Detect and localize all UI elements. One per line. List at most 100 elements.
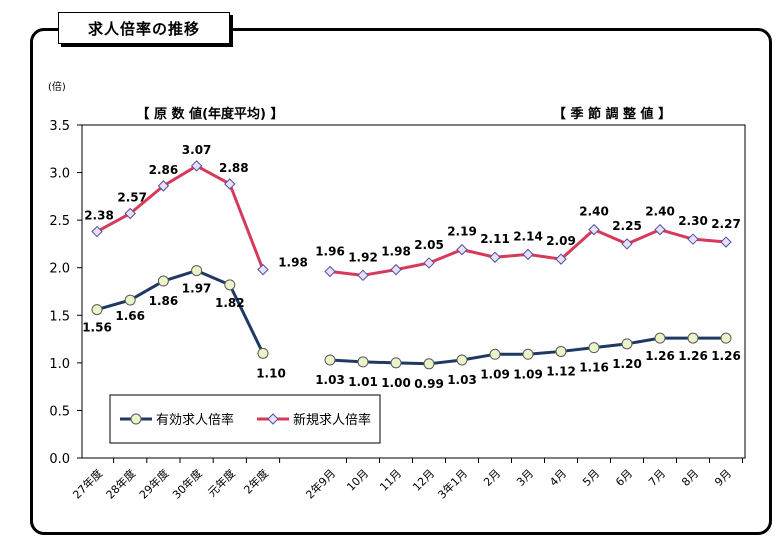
x-tick-label: 10月 (344, 467, 371, 494)
legend-marker (267, 413, 279, 425)
x-tick-label: 7月 (646, 467, 668, 489)
data-point-shinki (588, 223, 600, 236)
data-label-shinki: 2.30 (678, 214, 708, 228)
legend-marker (130, 413, 142, 425)
data-label-yuko: 1.03 (315, 373, 345, 387)
y-tick-label: 3.0 (49, 167, 70, 182)
data-label-yuko: 1.97 (182, 282, 212, 296)
x-tick-label: 2年度 (241, 466, 271, 496)
data-label-yuko: 1.09 (480, 367, 510, 381)
y-tick-label: 0.0 (49, 452, 70, 467)
data-label-yuko: 1.09 (513, 367, 543, 381)
legend-box (109, 394, 381, 444)
x-tick-label: 2月 (481, 467, 503, 489)
data-point-shinki (91, 225, 103, 238)
data-label-yuko: 1.12 (546, 364, 576, 378)
data-label-yuko: 1.01 (348, 375, 378, 389)
data-label-shinki: 2.57 (117, 190, 147, 204)
y-tick-label: 2.5 (49, 214, 70, 229)
data-label-yuko: 1.26 (678, 349, 708, 363)
x-tick-label: 3月 (514, 467, 536, 489)
x-tick-label: 9月 (712, 467, 734, 489)
data-label-yuko: 1.26 (711, 349, 741, 363)
data-label-shinki: 1.98 (381, 245, 411, 259)
data-point-shinki (390, 263, 402, 276)
data-point-shinki (357, 269, 369, 282)
data-point-shinki (522, 248, 534, 261)
data-label-shinki: 2.27 (711, 217, 741, 231)
data-point-shinki (257, 263, 269, 276)
x-tick-label: 27年度 (70, 466, 105, 501)
data-label-shinki: 2.88 (219, 161, 249, 175)
y-tick-label: 3.5 (49, 119, 70, 134)
series-line-shinki-annual (96, 164, 265, 271)
y-unit-label: (倍) (48, 80, 66, 93)
segment-heading-annual: 【 原 数 値(年度平均) 】 (137, 106, 284, 122)
data-point-yuko (324, 354, 336, 366)
data-point-yuko (588, 342, 600, 354)
series-line-yuko-annual (96, 269, 265, 354)
data-point-yuko (257, 347, 269, 359)
data-point-yuko (522, 348, 534, 360)
data-label-yuko: 1.26 (645, 349, 675, 363)
data-point-shinki (720, 236, 732, 248)
data-point-yuko (720, 332, 732, 344)
data-point-yuko (191, 265, 203, 277)
data-label-yuko: 1.66 (115, 309, 145, 323)
x-tick-label: 4月 (547, 467, 569, 489)
data-label-yuko: 1.20 (612, 357, 642, 371)
data-point-yuko (357, 356, 369, 368)
data-label-shinki: 2.05 (414, 238, 444, 252)
data-label-shinki: 1.98 (278, 256, 308, 270)
data-point-shinki (687, 233, 699, 245)
data-point-shinki (654, 223, 666, 236)
data-label-yuko: 0.99 (414, 377, 444, 391)
x-tick-label: 6月 (613, 467, 635, 489)
data-point-yuko (654, 332, 666, 344)
y-tick-label: 1.5 (49, 309, 70, 324)
data-label-yuko: 1.86 (149, 294, 179, 308)
data-label-yuko: 1.03 (447, 373, 477, 387)
data-point-yuko (124, 294, 136, 306)
x-tick-label: 3年1月 (435, 466, 470, 501)
data-label-shinki: 2.86 (149, 163, 179, 177)
data-point-shinki (190, 160, 203, 172)
plot-area (81, 124, 746, 459)
data-point-yuko (456, 354, 468, 366)
data-point-yuko (621, 338, 633, 350)
data-label-shinki: 2.09 (546, 234, 576, 248)
y-tick-label: 0.5 (49, 404, 70, 419)
y-tick-label: 2.0 (49, 262, 70, 277)
data-point-shinki (621, 238, 633, 250)
data-point-shinki (124, 207, 136, 220)
data-label-shinki: 2.38 (84, 209, 114, 223)
data-label-shinki: 2.11 (480, 232, 510, 246)
data-point-shinki (423, 257, 435, 269)
data-point-shinki (157, 180, 170, 192)
data-point-yuko (489, 348, 501, 360)
data-label-shinki: 2.19 (447, 225, 477, 239)
x-tick-label: 8月 (679, 467, 701, 489)
x-tick-label: 5月 (580, 467, 602, 489)
data-point-yuko (157, 275, 169, 287)
x-tick-label: 28年度 (103, 466, 138, 501)
x-tick-label: 11月 (377, 467, 404, 494)
data-point-yuko (91, 304, 103, 316)
x-tick-label: 30年度 (169, 466, 204, 501)
data-label-yuko: 1.00 (381, 376, 411, 390)
x-tick-label: 29年度 (136, 466, 171, 501)
data-point-yuko (555, 345, 567, 357)
page-title: 求人倍率の推移 (58, 12, 230, 44)
chart-frame (30, 28, 772, 535)
data-point-shinki (456, 243, 468, 256)
data-label-yuko: 1.82 (215, 296, 245, 310)
data-point-shinki (555, 253, 567, 265)
data-label-shinki: 1.92 (348, 250, 378, 264)
data-label-shinki: 2.14 (513, 229, 543, 243)
x-tick-label: 2年9月 (303, 466, 338, 501)
data-point-yuko (687, 332, 699, 344)
data-point-shinki (224, 178, 236, 190)
data-point-yuko (423, 358, 435, 370)
legend-label: 新規求人倍率 (293, 412, 371, 428)
